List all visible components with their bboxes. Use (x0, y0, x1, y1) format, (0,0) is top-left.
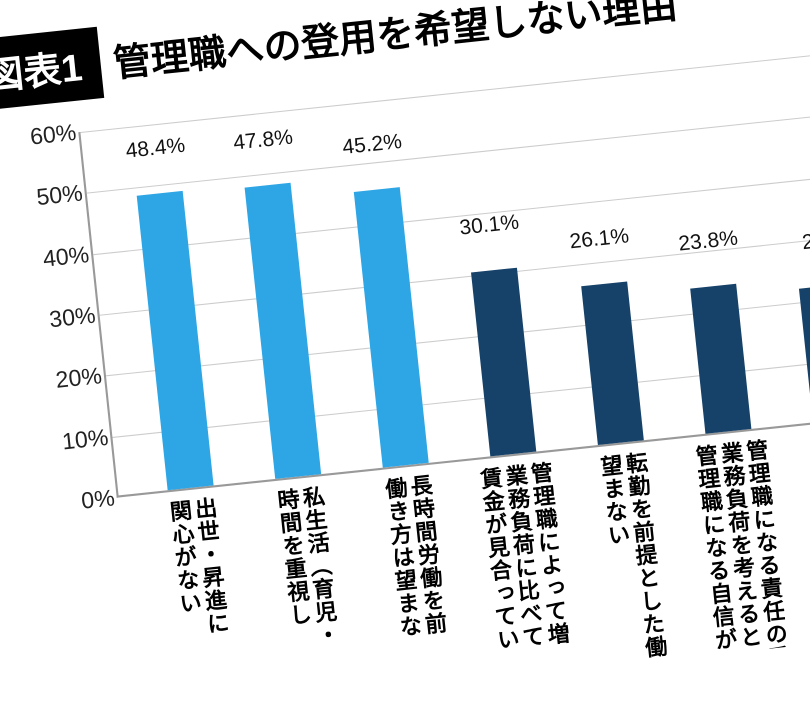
x-label: 私生活（育児・ 時間を重視し (273, 484, 340, 650)
figure-badge: 図表1 (0, 27, 104, 112)
bar-value-label: 45.2% (341, 130, 403, 164)
bar-value-label: 48.4% (125, 133, 187, 167)
bar (798, 284, 810, 423)
chart-area: 0% 10% 20% 30% 40% 50% 60% 48.4% 47.8% 45.2% 30.1… (0, 55, 810, 621)
y-tick: 20% (19, 363, 103, 399)
bar-value-label: 30.1% (458, 211, 520, 245)
bar (690, 284, 751, 434)
bar-value-label: 22. (801, 228, 810, 259)
bar-group: 30.1% (440, 265, 567, 460)
bar (245, 183, 322, 479)
x-label: 管理職になる責任の重 業務負荷を考えると 管理職になる自信が (691, 438, 789, 655)
y-tick: 60% (0, 119, 78, 155)
bar-value-label: 23.8% (677, 227, 739, 261)
bar (137, 191, 214, 491)
y-tick: 0% (32, 484, 116, 520)
y-tick: 50% (0, 180, 84, 216)
bar-group: 26.1% (550, 278, 674, 448)
x-label: 転勤を前提とした働 望まない (596, 450, 668, 662)
bar-group: 23.8% (659, 281, 782, 437)
x-label: 管理職によって増 業務負荷に比べて 賃金が見合ってい (476, 460, 571, 652)
x-label: 出世・昇進に 関心がない (165, 496, 230, 639)
bar (471, 268, 536, 456)
plot-area: 48.4%47.8%45.2%30.1%26.1%23.8%22. (78, 51, 810, 498)
x-label: 長時間労働を前 働き方は望まな (380, 473, 447, 639)
bar-value-label: 26.1% (568, 224, 630, 258)
chart-title: 管理職への登用を希望しない理由 (110, 0, 680, 88)
bar-value-label: 47.8% (232, 126, 294, 160)
y-tick: 40% (6, 241, 90, 277)
bar (354, 187, 429, 467)
y-tick: 30% (13, 302, 97, 338)
y-tick: 10% (25, 423, 109, 459)
bar (581, 281, 644, 445)
bars-container: 48.4%47.8%45.2%30.1%26.1%23.8%22. (80, 51, 810, 495)
